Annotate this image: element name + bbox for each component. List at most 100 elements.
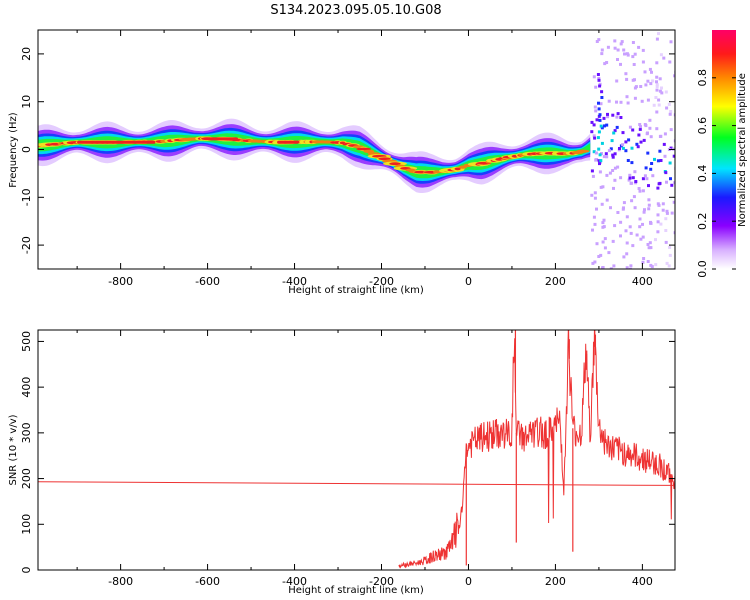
spectro-pixel xyxy=(643,70,647,74)
spectro-pixel xyxy=(656,230,660,234)
spectro-pixel xyxy=(611,169,615,172)
spectro-pixel xyxy=(615,125,619,129)
spectro-pixel xyxy=(606,115,610,119)
spectro-pixel xyxy=(629,231,633,235)
spectro-pixel xyxy=(642,138,646,142)
core-red xyxy=(389,162,401,166)
spectro-pixel xyxy=(659,222,663,226)
spectro-pixel xyxy=(601,185,605,189)
spectro-pixel xyxy=(635,233,639,237)
colorbar-tick-label: 0.0 xyxy=(696,260,709,278)
snr-plot xyxy=(38,330,675,569)
spectro-pixel xyxy=(600,52,604,56)
spectro-pixel xyxy=(673,74,675,78)
spectro-pixel xyxy=(600,141,604,145)
spectrogram-ylabel: Frequency (Hz) xyxy=(8,112,19,188)
spectro-pixel xyxy=(673,231,675,235)
x-tick-label: 200 xyxy=(545,275,566,288)
spectro-pixel xyxy=(600,126,604,130)
spectro-pixel xyxy=(647,207,651,211)
spectro-pixel xyxy=(655,75,659,79)
spectro-pixel xyxy=(631,128,635,132)
spectro-pixel xyxy=(619,100,623,104)
spectrogram-axes: -800 -600 -400 -200 0 200 400 -20 -10 0 10 20 xyxy=(20,30,675,288)
spectro-pixel xyxy=(637,187,641,190)
core-orange xyxy=(576,149,590,153)
x-tick-label: -200 xyxy=(369,575,394,588)
spectro-pixel xyxy=(665,106,669,110)
spectro-pixel xyxy=(616,112,620,116)
spectro-pixel xyxy=(655,85,659,88)
spectro-pixel xyxy=(621,143,625,147)
spectro-pixel xyxy=(616,165,620,169)
spectro-pixel xyxy=(628,176,632,180)
spectro-pixel xyxy=(591,174,595,178)
spectro-pixel xyxy=(664,217,668,221)
spectro-pixel xyxy=(645,177,649,181)
spectro-pixel xyxy=(597,101,600,105)
spectro-pixel xyxy=(658,149,662,153)
spectro-pixel xyxy=(646,151,650,155)
spectro-pixel xyxy=(627,138,631,142)
spectro-pixel xyxy=(661,202,665,206)
spectro-pixel xyxy=(607,251,611,255)
spectro-pixel xyxy=(665,261,669,265)
spectro-pixel xyxy=(661,208,665,212)
x-tick-label: -800 xyxy=(108,275,133,288)
spectro-pixel xyxy=(667,102,671,106)
spectro-pixel xyxy=(663,132,667,136)
snr-frame xyxy=(37,329,676,571)
spectro-pixel xyxy=(649,167,653,171)
spectro-pixel xyxy=(637,133,641,137)
spectro-pixel xyxy=(643,174,647,178)
spectro-pixel xyxy=(673,139,675,143)
spectro-pixel xyxy=(657,103,661,107)
spectro-pixel xyxy=(647,198,651,202)
spectro-pixel xyxy=(629,264,633,268)
colorbar-axes: 0.0 0.2 0.4 0.6 0.8 xyxy=(696,69,736,278)
spectro-pixel xyxy=(605,61,609,64)
spectro-pixel xyxy=(656,202,660,206)
spectro-pixel xyxy=(594,158,598,162)
spectro-pixel xyxy=(603,246,607,250)
spectro-pixel xyxy=(641,48,645,52)
spectro-pixel xyxy=(673,267,675,269)
spectro-pixel xyxy=(613,224,617,228)
spectro-pixel xyxy=(612,264,616,268)
spectro-pixel xyxy=(623,52,626,56)
spectro-pixel xyxy=(660,91,664,95)
spectro-pixel xyxy=(668,112,672,116)
spectro-pixel xyxy=(668,245,672,249)
spectro-pixel xyxy=(635,142,639,146)
snr-trend-line xyxy=(38,481,675,486)
spectro-pixel xyxy=(660,86,663,90)
spectro-pixel xyxy=(602,218,606,222)
spectro-pixel xyxy=(592,123,596,127)
spectro-pixel xyxy=(619,116,623,119)
spectro-pixel xyxy=(611,239,615,243)
y-tick-label: 10 xyxy=(20,95,33,109)
spectro-pixel xyxy=(622,201,626,205)
spectro-pixel xyxy=(607,99,611,103)
spectro-pixel xyxy=(639,85,643,88)
spectro-pixel xyxy=(602,116,606,120)
spectro-pixel xyxy=(596,73,600,76)
spectro-pixel xyxy=(605,155,609,159)
colorbar-tick-label: 0.8 xyxy=(696,69,709,87)
spectro-pixel xyxy=(641,60,645,64)
spectro-pixel xyxy=(655,37,659,41)
spectro-pixel xyxy=(645,132,649,136)
x-tick-label: 400 xyxy=(632,575,653,588)
spectro-pixel xyxy=(655,80,658,84)
x-tick-label: -600 xyxy=(195,275,220,288)
spectro-pixel xyxy=(597,107,601,111)
spectro-pixel xyxy=(655,110,659,114)
spectro-pixel xyxy=(613,178,617,182)
spectro-pixel xyxy=(594,109,598,113)
spectro-pixel xyxy=(615,115,619,119)
x-tick-label: 0 xyxy=(465,575,472,588)
spectro-pixel xyxy=(622,255,626,259)
spectro-pixel xyxy=(601,221,605,225)
spectro-pixel xyxy=(664,240,668,244)
